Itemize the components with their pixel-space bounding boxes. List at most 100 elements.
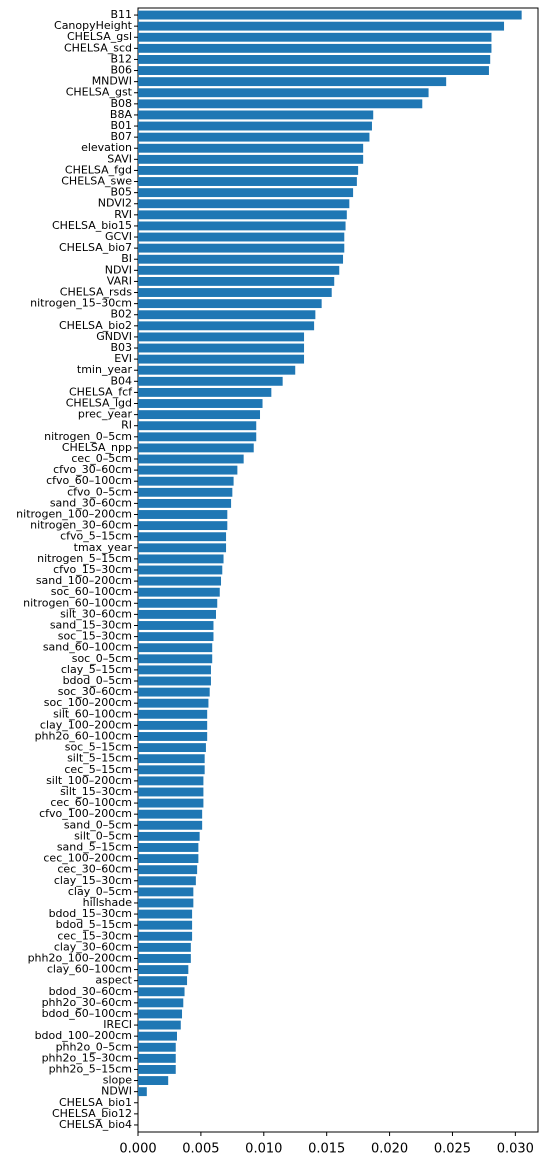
- y-tick-label: phh2o_5–15cm: [49, 1062, 132, 1075]
- y-tick-label: CHELSA_bio2: [59, 319, 132, 332]
- y-tick-label: cec_30–60cm: [57, 863, 132, 876]
- bar: [138, 354, 305, 364]
- bar: [138, 410, 261, 420]
- y-tick-label: IRECI: [103, 1018, 132, 1031]
- bar: [138, 931, 193, 941]
- y-tick-label: CHELSA_bio1: [59, 1096, 132, 1109]
- bar: [138, 743, 206, 753]
- bar: [138, 698, 209, 708]
- bar: [138, 443, 254, 453]
- y-tick-label: bdod_5–15cm: [56, 918, 132, 931]
- y-tick-label: cec_60–100cm: [50, 796, 132, 809]
- bar: [138, 1042, 176, 1052]
- bar: [138, 609, 216, 619]
- x-tick-label: 0.015: [308, 1142, 345, 1157]
- y-tick-label: NDVI2: [98, 197, 132, 210]
- y-tick-label: phh2o_100–200cm: [28, 951, 132, 964]
- y-tick-label: cfvo_100–200cm: [39, 807, 132, 820]
- x-tick-label: 0.010: [245, 1142, 282, 1157]
- y-tick-label: GNDVI: [96, 330, 132, 343]
- y-tick-label: cec_5–15cm: [64, 763, 132, 776]
- bar: [138, 532, 227, 542]
- bar: [138, 732, 208, 741]
- bar: [138, 965, 189, 975]
- bar: [138, 754, 205, 764]
- bar: [138, 1065, 176, 1074]
- y-tick-label: sand_5–15cm: [57, 840, 132, 853]
- bar: [138, 587, 220, 597]
- bar: [138, 765, 205, 775]
- bar: [138, 121, 372, 131]
- y-tick-label: clay_0–5cm: [68, 885, 132, 898]
- bar: [138, 654, 213, 664]
- y-tick-label: NDVI: [105, 263, 132, 276]
- bar: [138, 876, 196, 886]
- y-tick-label: clay_30–60cm: [54, 940, 132, 953]
- bar: [138, 687, 210, 697]
- y-tick-label: RVI: [114, 208, 132, 221]
- bar: [138, 43, 492, 53]
- y-tick-label: sand_60–100cm: [43, 641, 132, 654]
- bar: [138, 887, 194, 897]
- bar: [138, 232, 345, 242]
- bar: [138, 487, 233, 497]
- bar: [138, 1053, 176, 1063]
- y-tick-label: CHELSA_bio4: [59, 1118, 132, 1131]
- bar: [138, 210, 347, 220]
- bar: [138, 643, 213, 653]
- bar: [138, 299, 322, 309]
- bar: [138, 498, 232, 508]
- bar: [138, 521, 228, 531]
- bar: [138, 809, 203, 819]
- bar: [138, 998, 184, 1008]
- y-tick-label: elevation: [81, 141, 132, 154]
- y-tick-label: sand_15–30cm: [50, 618, 132, 631]
- bar: [138, 843, 199, 852]
- bar: [138, 165, 359, 175]
- y-tick-label: cec_100–200cm: [43, 852, 132, 865]
- bar: [138, 709, 208, 719]
- bar: [138, 720, 208, 730]
- bar: [138, 909, 193, 919]
- y-tick-label: cec_0–5cm: [71, 452, 132, 465]
- y-tick-label: B06: [110, 64, 132, 77]
- bar: [138, 421, 257, 431]
- y-tick-label: nitrogen_30–60cm: [30, 519, 132, 532]
- y-tick-label: CHELSA_scd: [64, 41, 132, 54]
- y-tick-label: B01: [110, 119, 132, 132]
- y-tick-label: cfvo_30–60cm: [53, 463, 132, 476]
- bar: [138, 920, 193, 930]
- y-tick-label: CHELSA_npp: [62, 441, 132, 454]
- bar: [138, 665, 211, 675]
- bar: [138, 676, 211, 686]
- y-tick-label: CHELSA_gsl: [67, 30, 132, 43]
- y-tick-label: GCVI: [105, 230, 132, 243]
- bar: [138, 1020, 181, 1030]
- y-tick-label: bdod_100–200cm: [35, 1029, 132, 1042]
- bar: [138, 88, 429, 98]
- y-tick-label: CHELSA_lgd: [66, 397, 132, 410]
- bar: [138, 621, 214, 630]
- y-tick-label: sand_30–60cm: [50, 496, 132, 509]
- y-tick-label: B11: [110, 8, 132, 21]
- y-tick-label: soc_0–5cm: [72, 652, 132, 665]
- y-tick-label: sand_0–5cm: [64, 818, 132, 831]
- bar: [138, 221, 346, 231]
- y-tick-label: B07: [110, 130, 132, 143]
- bar: [138, 10, 522, 20]
- y-tick-label: B05: [110, 186, 132, 199]
- y-tick-label: B04: [110, 374, 132, 387]
- bar: [138, 1031, 177, 1041]
- bar: [138, 387, 272, 397]
- y-tick-label: bdod_0–5cm: [63, 674, 132, 687]
- x-tick-label: 0.005: [182, 1142, 219, 1157]
- bar: [138, 310, 316, 320]
- bar: [138, 332, 305, 342]
- y-tick-label: tmax_year: [74, 541, 133, 554]
- y-tick-label: silt_5–15cm: [67, 752, 132, 765]
- y-tick-label: nitrogen_100–200cm: [16, 508, 132, 521]
- y-tick-label: B8A: [110, 108, 133, 121]
- bar: [138, 276, 335, 286]
- y-tick-label: clay_60–100cm: [47, 963, 132, 976]
- y-tick-label: CHELSA_bio12: [52, 1107, 132, 1120]
